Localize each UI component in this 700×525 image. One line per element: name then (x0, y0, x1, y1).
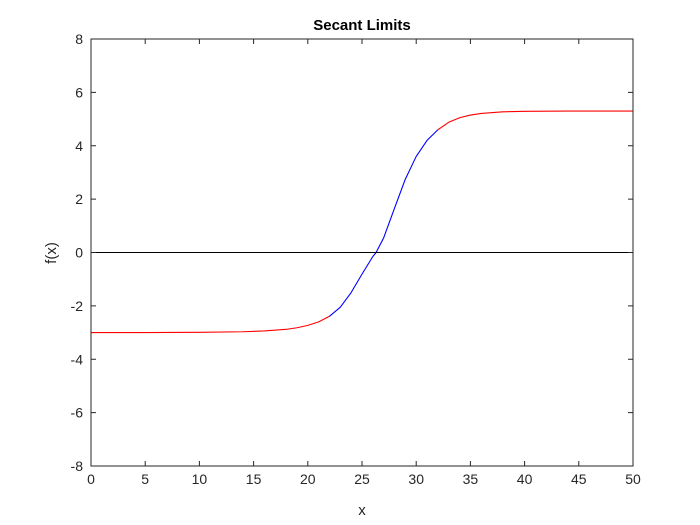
y-tick-label: 6 (75, 84, 83, 100)
y-tick-label: 2 (75, 191, 83, 207)
y-axis-label: f(x) (43, 242, 60, 264)
series-line-0 (91, 315, 330, 334)
tick-layer: 0 5 10 15 20 25 30 35 40 45 50 -8 -6 -4 -2 0 2 4 6 8 (71, 31, 641, 487)
x-tick-label: 10 (192, 471, 208, 487)
x-tick-label: 20 (300, 471, 316, 487)
y-tick-label: 8 (75, 31, 83, 47)
y-tick-label: -6 (71, 405, 84, 421)
y-tick-label: 4 (75, 138, 83, 154)
x-tick-label: 45 (571, 471, 587, 487)
y-tick-label: -2 (71, 298, 84, 314)
x-tick-label: 30 (408, 471, 424, 487)
series-layer (91, 110, 633, 334)
chart-title: Secant Limits (313, 17, 411, 34)
y-tick-label: -4 (71, 351, 84, 367)
x-tick-label: 50 (625, 471, 641, 487)
x-tick-label: 25 (354, 471, 370, 487)
x-tick-label: 5 (141, 471, 149, 487)
y-tick-label: 0 (75, 245, 83, 261)
x-tick-label: 15 (246, 471, 262, 487)
y-tick-label: -8 (71, 458, 84, 474)
series-line-1 (329, 129, 439, 317)
x-tick-label: 35 (463, 471, 479, 487)
x-axis-label: x (358, 502, 366, 519)
x-tick-label: 40 (517, 471, 533, 487)
x-tick-label: 0 (87, 471, 95, 487)
series-line-2 (437, 110, 633, 131)
